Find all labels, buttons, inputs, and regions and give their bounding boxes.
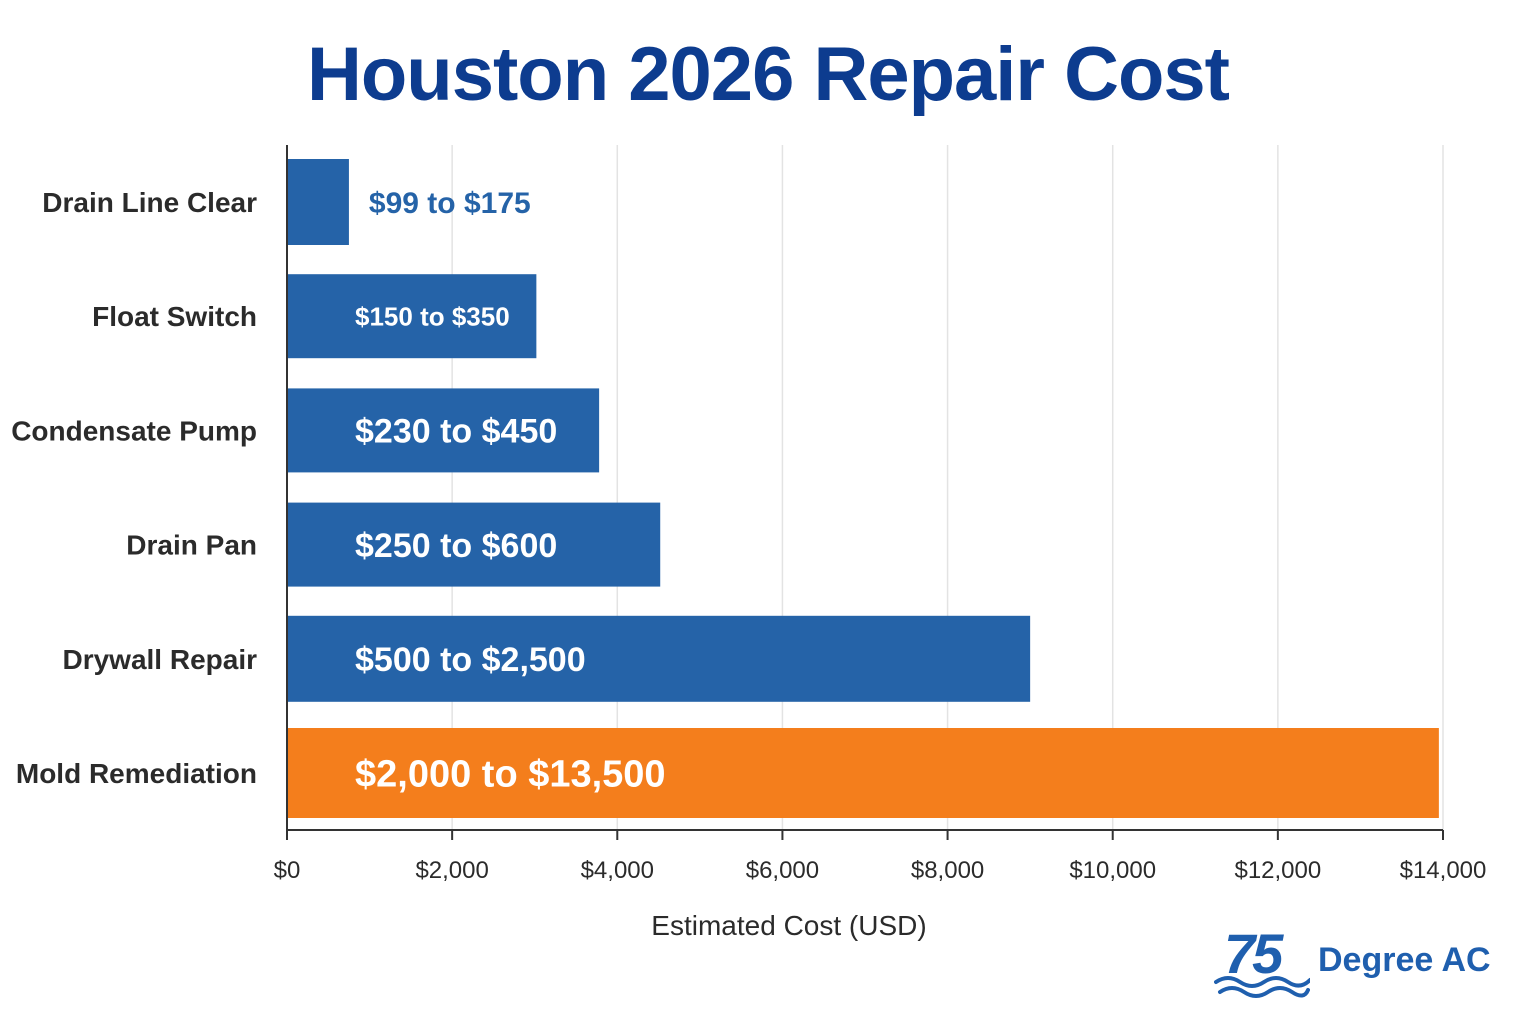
bar	[287, 728, 1439, 818]
category-labels: Drain Line Clear Float Switch Condensate P…	[11, 187, 257, 789]
bar	[287, 274, 537, 359]
category-label: Float Switch	[92, 301, 257, 332]
chart-title: Houston 2026 Repair Cost	[307, 32, 1230, 117]
brand-logo: 75 Degree AC	[1214, 922, 1524, 1002]
x-tick-label: $12,000	[1234, 857, 1321, 884]
data-label: $250 to $600	[355, 527, 557, 565]
x-tick-label: $10,000	[1069, 857, 1156, 884]
brand-logo-number: 75	[1224, 922, 1283, 985]
category-label: Drain Line Clear	[42, 187, 257, 218]
x-tick-label: $8,000	[911, 857, 984, 884]
bar	[287, 615, 1031, 702]
water-waves-icon	[1214, 976, 1310, 998]
brand-logo-name: Degree AC	[1318, 941, 1491, 979]
x-tick-label: $4,000	[581, 857, 654, 884]
data-label: $2,000 to $13,500	[355, 754, 666, 796]
data-labels: $99 to $175 $150 to $350 $230 to $450 $250 …	[355, 187, 666, 796]
bar	[287, 159, 349, 245]
x-tick-label: $14,000	[1400, 857, 1487, 884]
x-tick-label: $6,000	[746, 857, 819, 884]
category-label: Condensate Pump	[11, 415, 257, 446]
category-label: Mold Remediation	[16, 758, 257, 789]
data-label: $500 to $2,500	[355, 641, 586, 679]
category-label: Drain Pan	[126, 530, 257, 561]
data-label: $230 to $450	[355, 413, 557, 451]
bar	[287, 388, 600, 473]
x-tick-label: $2,000	[415, 857, 488, 884]
bars	[287, 159, 1439, 818]
x-axis: $0 $2,000 $4,000 $6,000 $8,000 $10,000 $12,000…	[274, 145, 1487, 884]
bar	[287, 502, 661, 587]
x-axis-title: Estimated Cost (USD)	[651, 910, 926, 941]
data-label: $150 to $350	[355, 302, 510, 332]
x-tick-label: $0	[274, 857, 301, 884]
category-label: Drywall Repair	[62, 644, 257, 675]
grid-lines	[451, 145, 1444, 830]
data-label: $99 to $175	[369, 187, 531, 220]
